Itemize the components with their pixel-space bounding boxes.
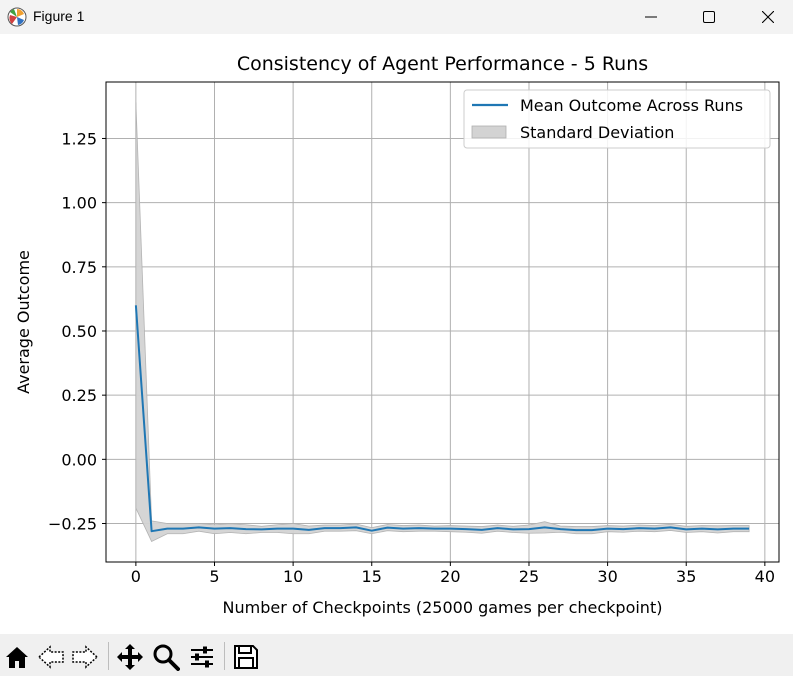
y-tick-label: 1.25 [61, 129, 97, 148]
y-tick-label: 0.75 [61, 258, 97, 277]
minimize-button[interactable] [622, 0, 680, 34]
y-tick-label: 0.50 [61, 322, 97, 341]
y-tick-label: 0.00 [61, 450, 97, 469]
std-band [135, 102, 750, 543]
y-tick-label: 1.00 [61, 194, 97, 213]
maximize-icon [703, 11, 715, 23]
home-icon [6, 647, 28, 668]
plot-area [106, 82, 779, 562]
save-button[interactable] [231, 642, 261, 672]
window-titlebar: Figure 1 [0, 0, 793, 34]
minimize-icon [645, 16, 657, 18]
x-tick-label: 40 [755, 567, 775, 586]
axes-frame [105, 81, 780, 563]
navigation-toolbar [0, 634, 793, 676]
legend-label: Mean Outcome Across Runs [520, 96, 743, 115]
line-chart: 0 5 10 15 20 25 30 35 40 −0.25 0.00 0.25 0.50 0.75 1.0… [14, 53, 780, 617]
figure-canvas: 0 5 10 15 20 25 30 35 40 −0.25 0.00 0.25 0.50 0.75 1.0… [0, 34, 793, 634]
back-button[interactable] [36, 642, 66, 672]
pan-button[interactable] [115, 642, 145, 672]
y-tick-label: −0.25 [48, 514, 97, 533]
x-tick-label: 35 [676, 567, 696, 586]
window-title: Figure 1 [33, 8, 85, 24]
toolbar-divider [224, 642, 225, 670]
chart-title: Consistency of Agent Performance - 5 Run… [237, 53, 648, 75]
close-icon [762, 11, 774, 23]
x-tick-label: 20 [440, 567, 460, 586]
legend-band-swatch [471, 125, 507, 139]
legend-box [463, 89, 771, 149]
x-tick-label: 15 [362, 567, 382, 586]
y-axis-label: Average Outcome [14, 250, 33, 394]
zoom-button[interactable] [151, 642, 181, 672]
configure-subplots-icon [191, 646, 213, 668]
x-tick-label: 25 [519, 567, 539, 586]
x-tick-label: 10 [283, 567, 303, 586]
x-tick-label: 30 [597, 567, 617, 586]
forward-icon [72, 645, 99, 669]
x-tick-label: 0 [131, 567, 141, 586]
pan-icon [117, 644, 143, 670]
home-button[interactable] [2, 642, 32, 672]
close-button[interactable] [739, 0, 793, 34]
toolbar-divider [108, 642, 109, 670]
save-icon [234, 645, 258, 669]
zoom-icon [153, 644, 180, 671]
maximize-button[interactable] [680, 0, 738, 34]
configure-subplots-button[interactable] [187, 642, 217, 672]
x-axis-label: Number of Checkpoints (25000 games per c… [223, 598, 663, 617]
y-tick-label: 0.25 [61, 386, 97, 405]
back-icon [37, 645, 64, 669]
forward-button[interactable] [70, 642, 100, 672]
legend-label: Standard Deviation [520, 123, 674, 142]
matplotlib-logo-icon [7, 7, 27, 27]
x-tick-label: 5 [209, 567, 219, 586]
series-line [134, 305, 750, 533]
